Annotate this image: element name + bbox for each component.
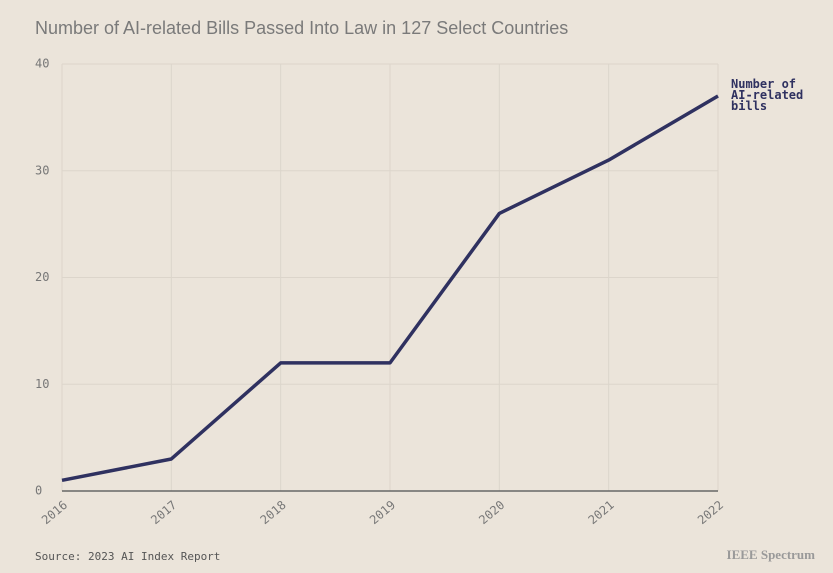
chart-title: Number of AI-related Bills Passed Into L…	[35, 18, 568, 38]
source: Source: 2023 AI Index Report	[35, 550, 220, 563]
y-tick-label: 10	[35, 377, 49, 391]
line	[61, 94, 719, 483]
y-tick-label: 0	[35, 484, 42, 498]
y-tick-label: 30	[35, 163, 49, 177]
y-tick-label: 40	[35, 57, 49, 71]
brand: IEEE Spectrum	[727, 547, 816, 562]
y-tick-label: 20	[35, 270, 49, 284]
series-label: Number of AI-related bills	[731, 77, 803, 113]
